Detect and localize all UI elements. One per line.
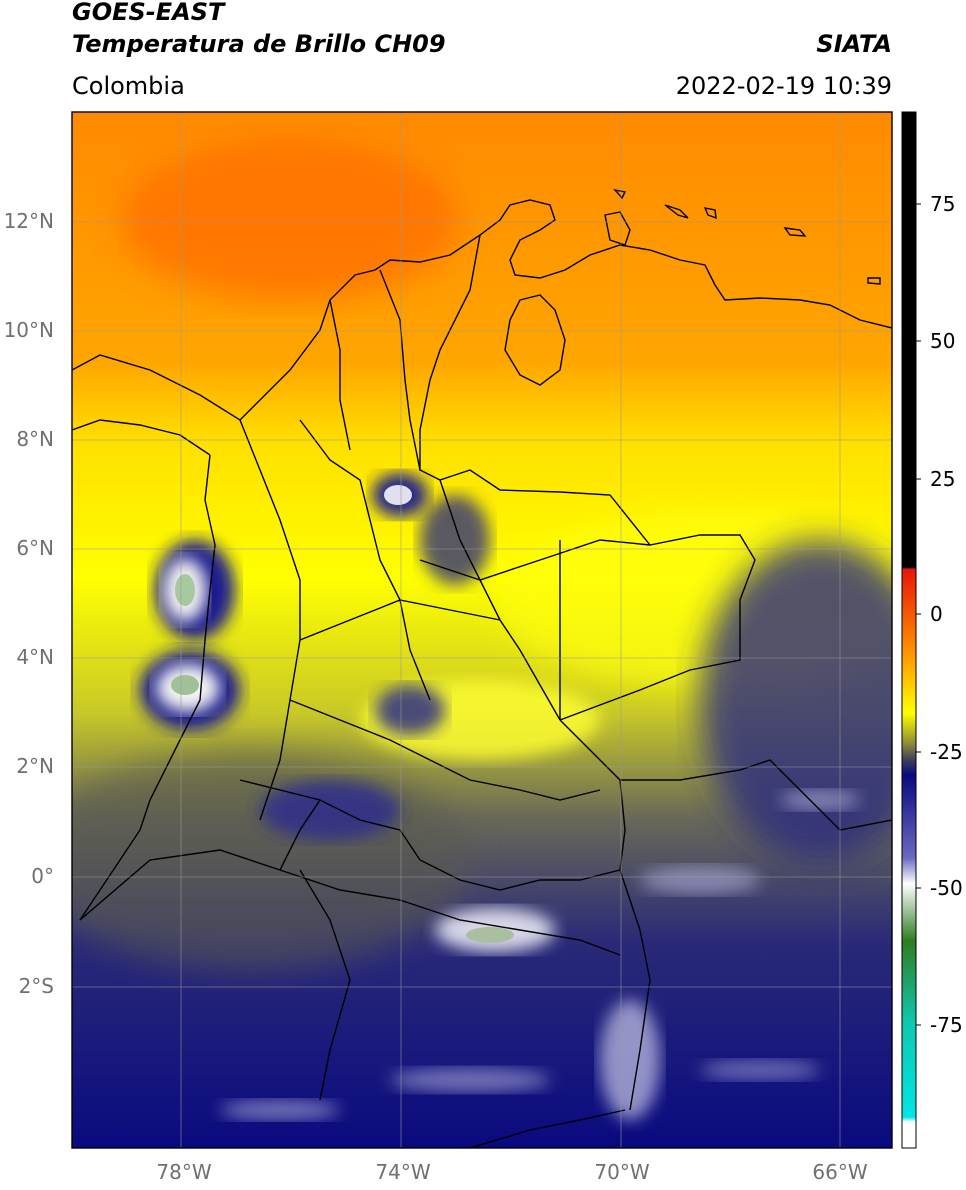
lon-label-78w: 78°W	[156, 1160, 212, 1184]
colorbar-label-25: 25	[930, 467, 956, 491]
lat-label-2n: 2°N	[16, 754, 54, 778]
colorbar	[902, 112, 916, 1148]
lon-label-66w: 66°W	[812, 1160, 868, 1184]
lat-label-8n: 8°N	[16, 427, 54, 451]
gridlines	[72, 112, 892, 1148]
lat-label-10n: 10°N	[3, 318, 54, 342]
map-frame	[71, 111, 893, 1149]
colorbar-label-0: 0	[930, 602, 943, 626]
brightness-temperature-field	[72, 112, 892, 1148]
lon-label-70w: 70°W	[594, 1160, 650, 1184]
colorbar-frame	[901, 111, 917, 1149]
lat-label-0: 0°	[31, 864, 54, 888]
colorbar-label-minus50: -50	[930, 876, 963, 900]
region-label: Colombia	[72, 72, 185, 100]
colorbar-label-50: 50	[930, 329, 956, 353]
satellite-title: GOES-EAST	[72, 0, 225, 26]
colorbar-label-minus75: -75	[930, 1013, 963, 1037]
coastline-borders	[72, 188, 892, 1148]
lat-label-6n: 6°N	[16, 536, 54, 560]
lat-label-2s: 2°S	[18, 974, 54, 998]
colorbar-label-75: 75	[930, 192, 956, 216]
lat-label-4n: 4°N	[16, 645, 54, 669]
agency-label: SIATA	[816, 30, 892, 58]
datetime-label: 2022-02-19 10:39	[675, 72, 892, 100]
product-title: Temperatura de Brillo CH09	[72, 30, 446, 58]
lat-label-12n: 12°N	[3, 209, 54, 233]
colorbar-label-minus25: -25	[930, 740, 963, 764]
colorbar-ticks	[916, 203, 921, 1026]
lon-label-74w: 74°W	[375, 1160, 431, 1184]
